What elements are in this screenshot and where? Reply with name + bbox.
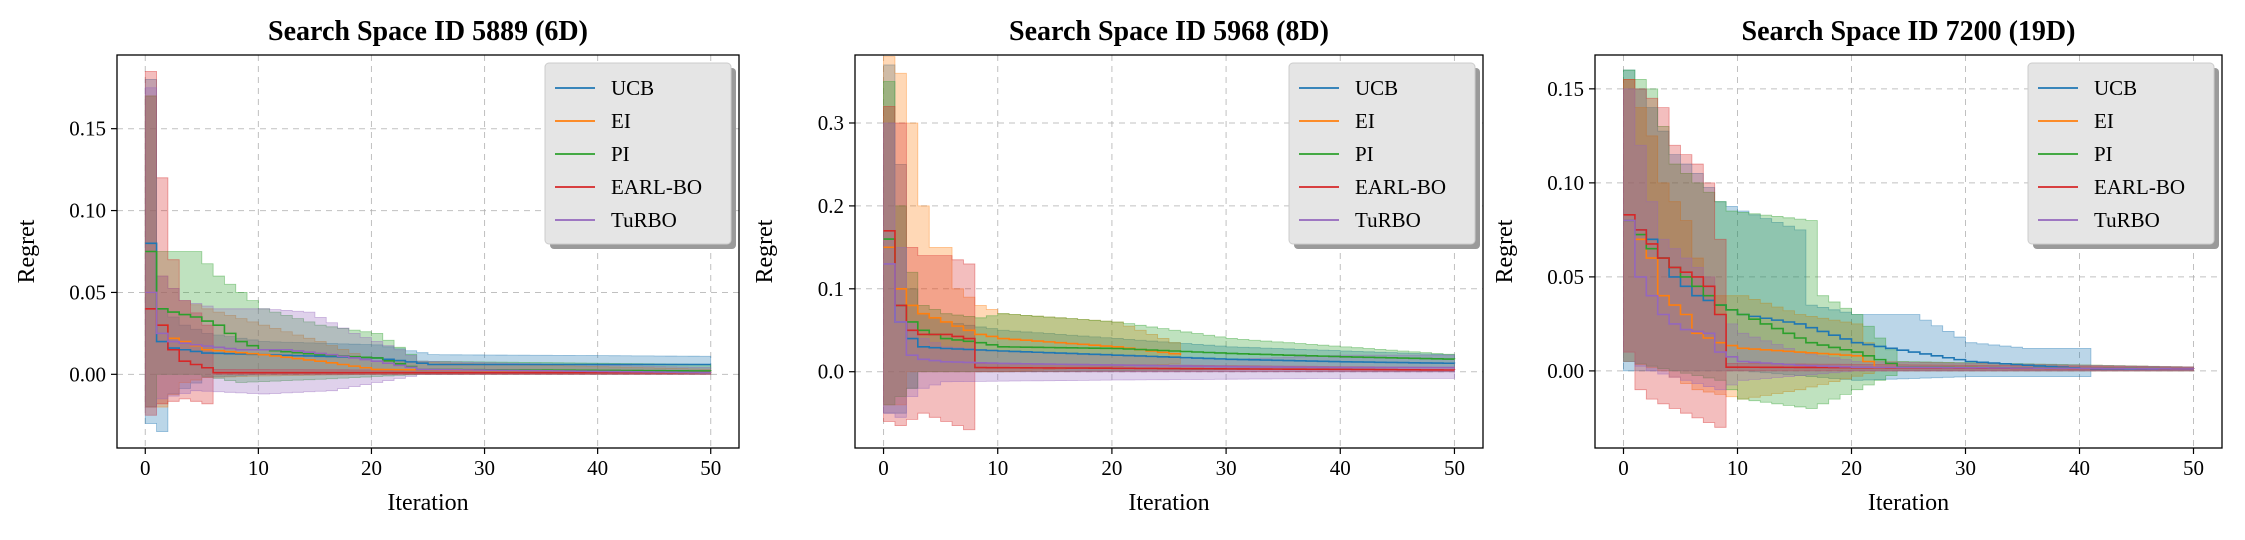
y-tick-label: 0.10	[1547, 171, 1584, 195]
legend-label-ucb: UCB	[611, 76, 654, 100]
x-tick-label: 0	[878, 456, 889, 480]
line-earl-bo	[883, 229, 1456, 371]
y-axis-label: Regret	[14, 219, 40, 283]
legend-label-earl-bo: EARL-BO	[2094, 175, 2185, 199]
band-ucb	[144, 79, 712, 433]
line-ucb	[883, 246, 1456, 365]
y-tick-label: 0.15	[69, 117, 106, 141]
x-tick-label: 20	[1101, 456, 1122, 480]
chart-panel-3: 0 10 20 30 40 50 0.00 0.05 0.10 0.15 Search Space …	[1492, 16, 2223, 516]
legend-label-turbo: TuRBO	[2094, 208, 2160, 232]
axes-frame	[854, 54, 1484, 449]
x-tick-label: 0	[1618, 456, 1629, 480]
chart-title: Search Space ID 7200 (19D)	[1742, 16, 2076, 47]
y-axis-label: Regret	[752, 219, 778, 283]
x-tick-label: 20	[361, 456, 382, 480]
y-tick-label: 0.1	[818, 277, 844, 301]
x-axis-label: Iteration	[1128, 490, 1209, 516]
x-tick-label: 50	[1444, 456, 1465, 480]
x-tick-label: 20	[1841, 456, 1862, 480]
legend-label-turbo: TuRBO	[1355, 208, 1421, 232]
gridlines	[855, 55, 1483, 448]
legend-label-pi: PI	[611, 142, 630, 166]
band-ei	[144, 95, 712, 416]
x-tick-label: 30	[474, 456, 495, 480]
y-tick-label: 0.0	[818, 360, 844, 384]
legend: UCB EI PI EARL-BO TuRBO	[1288, 62, 1480, 249]
band-ucb	[1623, 69, 2194, 381]
x-tick-label: 30	[1955, 456, 1976, 480]
chart-title: Search Space ID 5889 (6D)	[268, 16, 588, 47]
legend-label-ei: EI	[611, 109, 631, 133]
y-tick-label: 0.05	[1547, 265, 1584, 289]
legend-label-ei: EI	[1355, 109, 1375, 133]
legend-label-ucb: UCB	[1355, 76, 1398, 100]
legend-label-pi: PI	[2094, 142, 2113, 166]
plot-area	[1623, 69, 2195, 428]
legend-label-earl-bo: EARL-BO	[611, 175, 702, 199]
line-pi	[883, 238, 1456, 360]
legend: UCB EI PI EARL-BO TuRBO	[2027, 62, 2219, 249]
x-tick-label: 10	[248, 456, 269, 480]
x-axis-label: Iteration	[1868, 490, 1949, 516]
y-tick-label: 0.00	[69, 362, 106, 386]
legend-box	[1288, 62, 1476, 245]
x-tick-label: 50	[2183, 456, 2204, 480]
line-earl-bo	[145, 308, 711, 374]
x-tick-label: 10	[1727, 456, 1748, 480]
band-ei	[1623, 79, 2194, 400]
y-axis-label: Regret	[1492, 219, 1518, 283]
y-tick-label: 0.15	[1547, 77, 1584, 101]
plot-area	[144, 70, 712, 433]
y-tick-label: 0.05	[69, 280, 106, 304]
legend-label-pi: PI	[1355, 142, 1374, 166]
x-tick-label: 10	[987, 456, 1008, 480]
line-turbo	[1623, 219, 2195, 370]
line-turbo	[145, 291, 712, 374]
axes-frame	[1594, 54, 2223, 449]
plot-area	[883, 56, 1456, 431]
x-axis-label: Iteration	[387, 490, 468, 516]
x-tick-label: 40	[1330, 456, 1351, 480]
band-turbo	[1623, 88, 2194, 391]
line-turbo	[883, 263, 1455, 369]
band-ucb	[883, 64, 1455, 414]
chart-panel-1: 0 10 20 30 40 50 0.00 0.05 0.10 0.15 Search Space …	[14, 16, 740, 516]
y-tick-label: 0.2	[818, 194, 844, 218]
chart-panel-2: 0 10 20 30 40 50 0.0 0.1 0.2 0.3 Search Space ID 5…	[752, 16, 1484, 516]
legend-label-earl-bo: EARL-BO	[1355, 175, 1446, 199]
x-tick-label: 0	[140, 456, 151, 480]
legend-box	[2027, 62, 2215, 245]
y-tick-label: 0.3	[818, 111, 844, 135]
x-tick-label: 30	[1216, 456, 1237, 480]
band-turbo	[144, 87, 712, 416]
legend-label-ei: EI	[2094, 109, 2114, 133]
axes-frame	[116, 54, 740, 449]
legend-label-ucb: UCB	[2094, 76, 2137, 100]
y-tick-label: 0.00	[1547, 359, 1584, 383]
band-pi	[883, 81, 1455, 406]
x-tick-label: 40	[587, 456, 608, 480]
x-tick-label: 50	[700, 456, 721, 480]
chart-title: Search Space ID 5968 (8D)	[1009, 16, 1329, 47]
legend-box	[544, 62, 732, 245]
y-tick-label: 0.10	[69, 199, 106, 223]
x-tick-label: 40	[2069, 456, 2090, 480]
legend-label-turbo: TuRBO	[611, 208, 677, 232]
legend: UCB EI PI EARL-BO TuRBO	[544, 62, 736, 249]
band-ei	[883, 56, 1181, 406]
